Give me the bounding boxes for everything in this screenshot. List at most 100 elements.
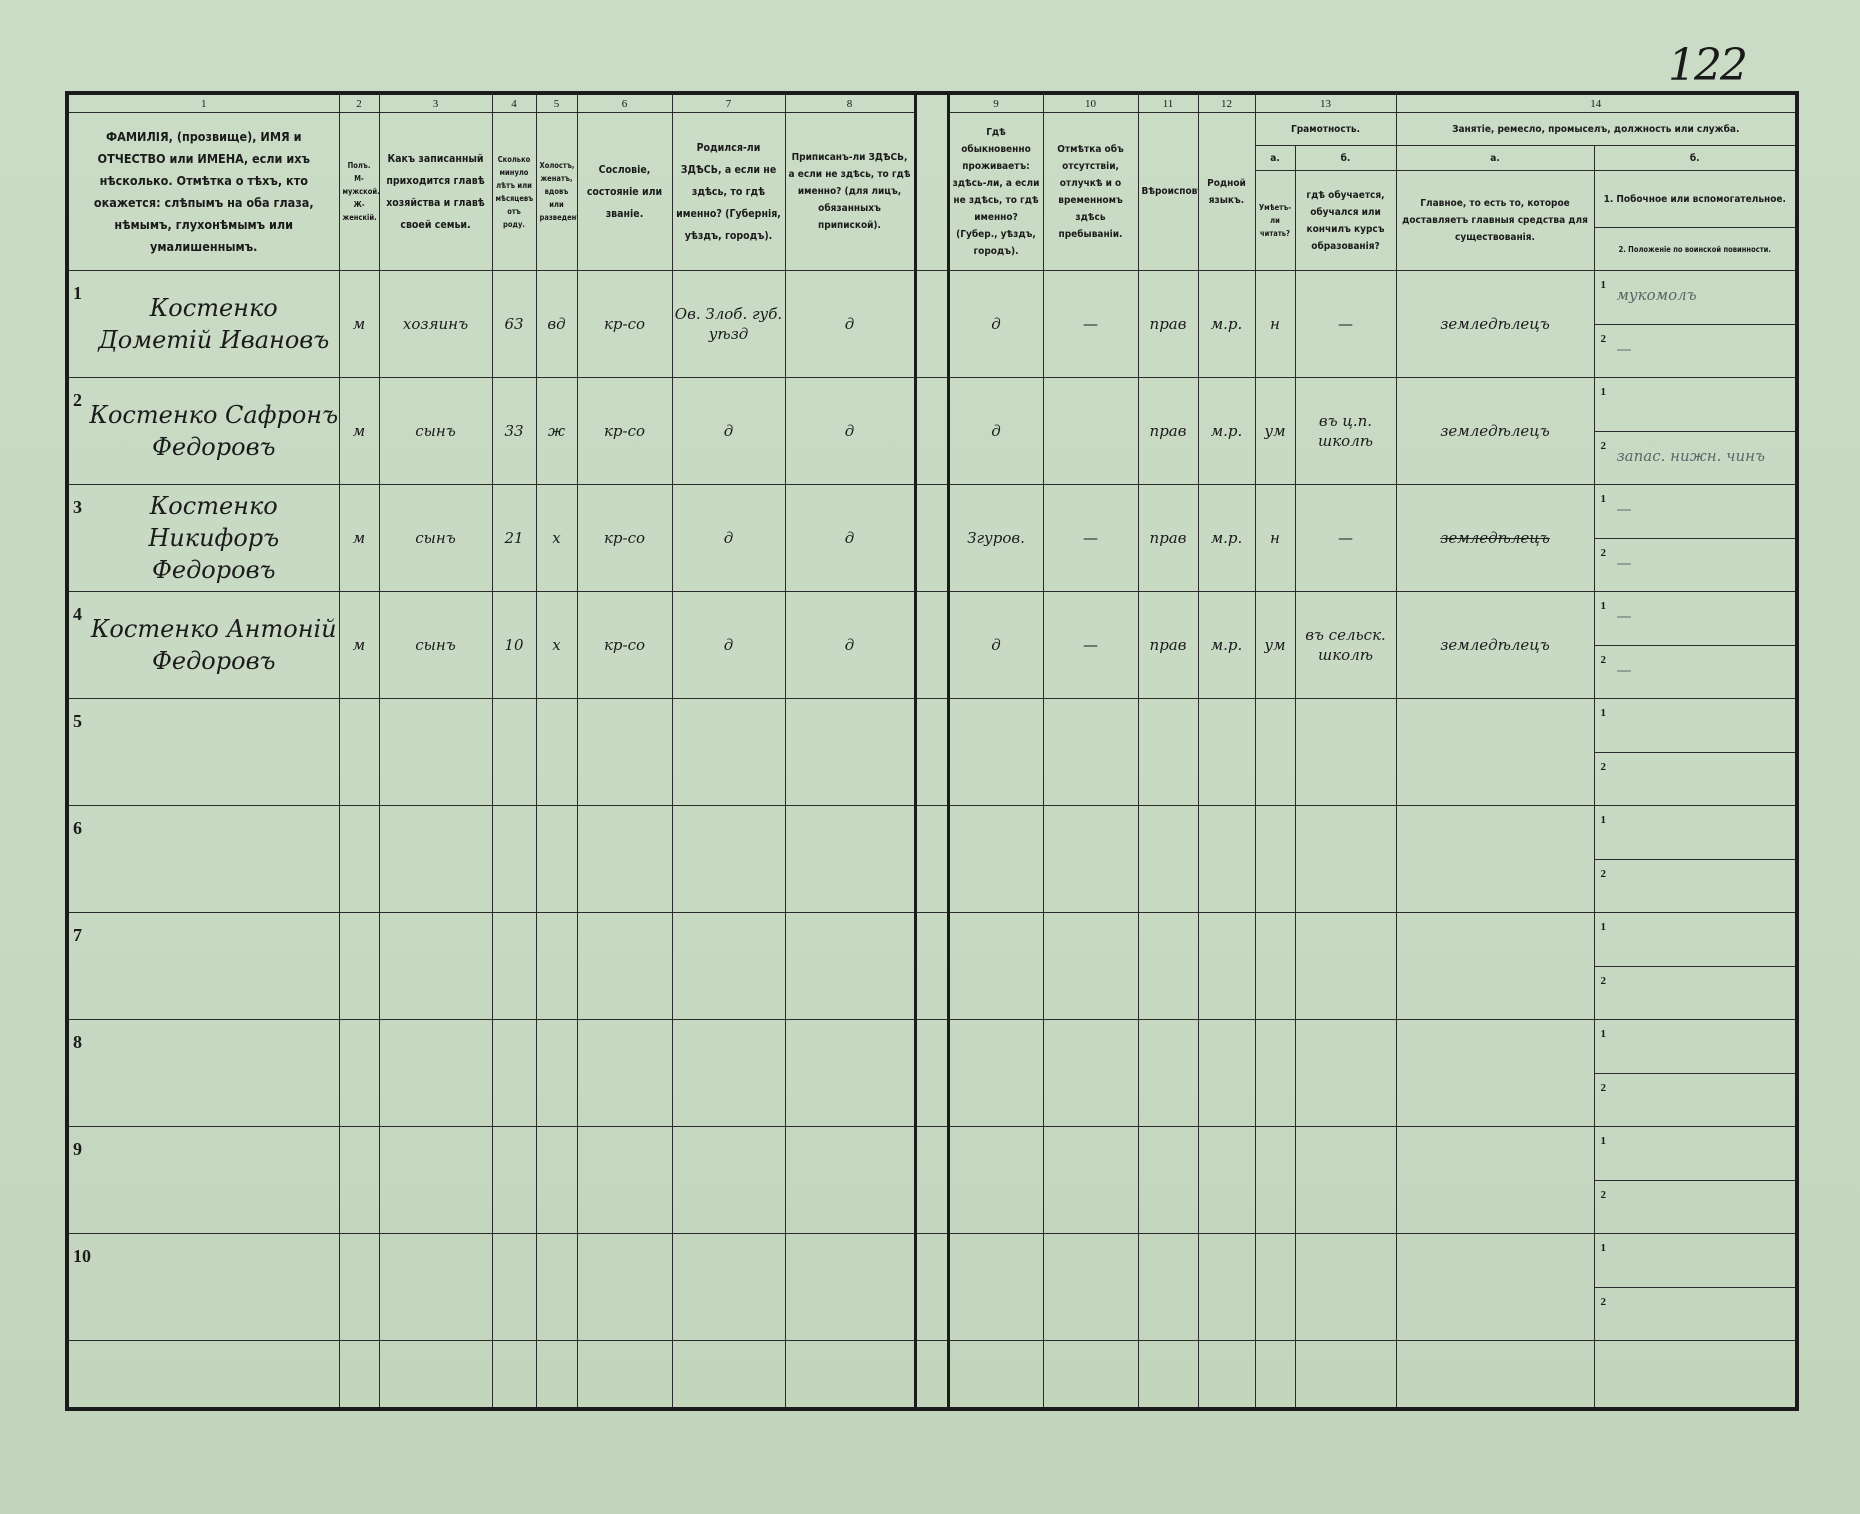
cell-resides xyxy=(947,1019,1044,1127)
cell-religion xyxy=(1137,1126,1199,1234)
cell-estate: кр-со xyxy=(576,484,673,592)
line-value: — xyxy=(1616,339,1632,358)
header-secondary: 1. Побочное или вспомогательное. 2. Поло… xyxy=(1593,170,1798,271)
side-occupation-line: 1 xyxy=(1595,914,1795,966)
gap-column xyxy=(913,1019,950,1127)
cell-estate: кр-со xyxy=(576,377,673,485)
gap-column xyxy=(913,92,950,271)
cell-registered xyxy=(784,1233,916,1341)
cell-secondary: 1 2 запас. нижн. чинъ xyxy=(1593,377,1798,485)
cell-occupation xyxy=(1395,1126,1595,1234)
line-label: 1 xyxy=(1600,493,1607,505)
cell-absence xyxy=(1042,377,1139,485)
cell-resides xyxy=(947,912,1044,1020)
cell-sex xyxy=(338,1126,380,1234)
cell-age xyxy=(491,1019,537,1127)
cell-age xyxy=(491,912,537,1020)
row-number: 3 xyxy=(73,497,82,517)
gap-column xyxy=(913,591,950,699)
military-line: 2 xyxy=(1595,1072,1795,1126)
cell-born: Ов. Злоб. губ. уѣзд xyxy=(671,270,786,378)
col-num: 2 xyxy=(338,92,380,113)
line-value xyxy=(1617,1128,1796,1142)
cell-marital xyxy=(535,698,578,806)
table-row: 2 Костенко Сафронъ Федоровъ м сынъ 33 ж кр-со д… xyxy=(66,377,1798,485)
row-number: 9 xyxy=(73,1139,82,1159)
cell-name: 8 xyxy=(66,1019,340,1127)
cell-literate xyxy=(1254,805,1296,913)
header-subrow: а. б. а. б. xyxy=(67,145,1798,171)
line-label: 2 xyxy=(1600,546,1607,559)
cell-resides xyxy=(947,1233,1044,1341)
header-residence: Гдѣ обыкновенно проживаетъ: здѣсь-ли, а … xyxy=(947,112,1044,271)
cell-relation xyxy=(378,912,493,1020)
header-detail-row: Умѣетъ-ли читать? гдѣ обучается, обучалс… xyxy=(67,170,1798,271)
line-label: 2 xyxy=(1600,1081,1607,1094)
header-occupation: Занятіе, ремесло, промыселъ, должность и… xyxy=(1395,112,1798,146)
line-label: 1 xyxy=(1600,1028,1607,1040)
line-value xyxy=(1617,1181,1796,1195)
cell-occupation xyxy=(1395,805,1595,913)
col-num: 13 xyxy=(1254,92,1397,113)
cell-name: 1 Костенко Дометій Ивановъ xyxy=(66,270,340,378)
line-label: 2 xyxy=(1600,1188,1607,1201)
cell-literate xyxy=(1254,698,1296,806)
header-literacy: Грамотность. xyxy=(1254,112,1397,146)
gap-column xyxy=(913,484,950,592)
row-number: 10 xyxy=(73,1246,91,1266)
cell-registered xyxy=(784,805,916,913)
header-side-occupation: 1. Побочное или вспомогательное. xyxy=(1595,172,1795,228)
cell-marital xyxy=(535,805,578,913)
cell-language xyxy=(1197,805,1256,913)
line-label: 1 xyxy=(1600,921,1607,933)
cell-literate: ум xyxy=(1254,377,1296,485)
col-num: 12 xyxy=(1197,92,1256,113)
cell-born: д xyxy=(671,377,786,485)
cell-relation xyxy=(378,698,493,806)
col-num: 4 xyxy=(491,92,537,113)
military-line: 2 xyxy=(1595,1286,1795,1340)
side-occupation-line: 1 xyxy=(1595,1235,1795,1287)
cell-religion: прав xyxy=(1137,377,1199,485)
line-label: 1 xyxy=(1600,600,1607,612)
cell-registered: д xyxy=(784,377,916,485)
cell-name: 10 xyxy=(66,1233,340,1341)
cell-name: 3 Костенко Никифоръ Федоровъ xyxy=(66,484,340,592)
cell-schooling: въ ц.п. школѣ xyxy=(1294,377,1397,485)
cell-absence: — xyxy=(1042,484,1139,592)
cell-absence xyxy=(1042,912,1139,1020)
military-line: 2— xyxy=(1595,323,1795,377)
line-value xyxy=(1617,700,1796,714)
gap-column xyxy=(913,377,950,485)
line-label: 2 xyxy=(1600,867,1607,880)
person-name: Костенко Сафронъ Федоровъ xyxy=(89,401,339,461)
cell-literate: н xyxy=(1254,270,1296,378)
line-label: 2 xyxy=(1600,1295,1607,1308)
col-num: 6 xyxy=(576,92,673,113)
line-value: — xyxy=(1616,553,1632,572)
cell-age xyxy=(491,698,537,806)
cell-registered xyxy=(784,1019,916,1127)
cell-resides xyxy=(947,698,1044,806)
row-number: 1 xyxy=(73,283,82,303)
cell-language: м.р. xyxy=(1197,484,1256,592)
column-number-row: 1 2 3 4 5 6 7 8 9 10 11 12 13 14 xyxy=(66,92,1798,271)
cell-registered: д xyxy=(784,591,916,699)
header-13a-label: а. xyxy=(1254,145,1296,171)
cell-absence xyxy=(1042,1019,1139,1127)
cell-name: 6 xyxy=(66,805,340,913)
row-number: 6 xyxy=(73,818,82,838)
cell-name: 2 Костенко Сафронъ Федоровъ xyxy=(66,377,340,485)
cell-relation: сынъ xyxy=(378,591,493,699)
cell-literate: н xyxy=(1254,484,1296,592)
col-num: 11 xyxy=(1137,92,1199,113)
cell-schooling xyxy=(1294,1233,1397,1341)
header-language: Родной языкъ. xyxy=(1197,112,1256,271)
col-num: 5 xyxy=(535,92,578,113)
table-row: 4 Костенко Антоній Федоровъ м сынъ 10 х кр-со д… xyxy=(66,591,1798,699)
cell-schooling: въ сельск. школѣ xyxy=(1294,591,1397,699)
